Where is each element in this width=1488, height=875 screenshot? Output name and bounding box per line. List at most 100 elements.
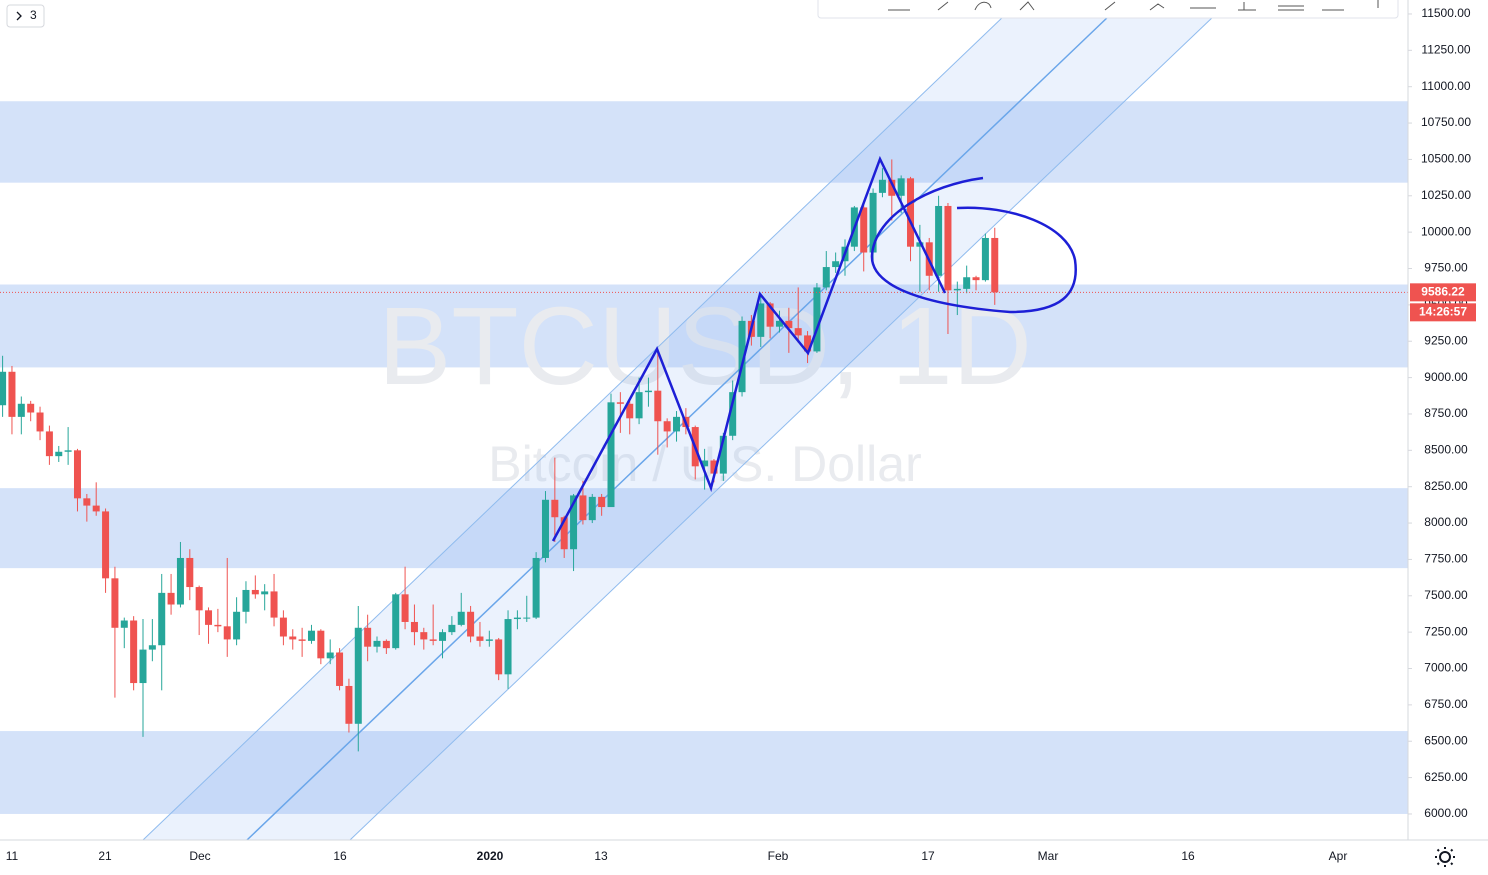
candle-body: [813, 287, 821, 352]
zigzag-drawing: [551, 155, 947, 542]
candle-body: [195, 587, 203, 611]
candle-body: [205, 610, 213, 625]
candle-body: [626, 403, 634, 419]
price-zone: [0, 284, 1408, 368]
y-tick-label: 10000.00: [1421, 224, 1471, 238]
candle-body: [766, 303, 774, 327]
candle-body: [701, 460, 709, 467]
gear: [1439, 851, 1451, 863]
candle-body: [635, 392, 643, 419]
candle-body: [439, 632, 447, 641]
candle-body: [233, 611, 241, 640]
candle-body: [804, 335, 812, 352]
candle-body: [420, 632, 428, 640]
candle-body: [757, 303, 765, 337]
candle-body: [167, 592, 175, 605]
candle-body: [869, 192, 877, 253]
candle-body: [944, 205, 952, 291]
candle-body: [336, 652, 344, 686]
channel-upper: [142, 14, 1006, 841]
candle-body: [822, 267, 830, 288]
indicator-toggle[interactable]: 3: [6, 4, 45, 28]
x-tick-label: 21: [98, 849, 112, 863]
x-tick-label: 16: [1181, 849, 1195, 863]
toolbar[interactable]: [817, 0, 1399, 19]
candle-body: [485, 639, 493, 641]
y-tick-label: 6000.00: [1424, 806, 1468, 820]
candle-body: [860, 207, 868, 253]
x-tick-label: Apr: [1329, 849, 1348, 863]
candle-body: [972, 277, 980, 281]
candle-body: [8, 371, 16, 417]
candle-body: [92, 505, 100, 512]
candle-body: [55, 451, 63, 457]
candle-body: [364, 627, 372, 647]
candle-body: [261, 591, 269, 595]
candle-body: [673, 416, 681, 432]
watermark-title: BTCUSD, 1D: [378, 285, 1032, 408]
candle-body: [64, 450, 72, 452]
y-tick-label: 7500.00: [1424, 588, 1468, 602]
candle-body: [513, 617, 521, 620]
x-tick-label: 13: [594, 849, 608, 863]
y-tick-label: 11000.00: [1421, 79, 1470, 93]
candle-body: [532, 557, 540, 618]
x-tick-label: Feb: [768, 849, 789, 863]
candle-body: [963, 277, 971, 289]
candle-body: [176, 557, 184, 605]
candle-body: [888, 179, 896, 196]
candle-body: [467, 611, 475, 637]
candle-body: [878, 179, 886, 193]
candle-body: [251, 589, 259, 595]
candle-body: [541, 499, 549, 558]
y-tick-label: 8500.00: [1424, 442, 1468, 456]
candle-body: [832, 261, 840, 268]
candle-body: [588, 496, 596, 521]
candle-body: [45, 431, 53, 457]
y-tick-label: 11500.00: [1421, 6, 1470, 20]
x-tick-label: 11: [6, 849, 19, 863]
y-tick-label: 8250.00: [1424, 479, 1468, 493]
price-zone: [0, 488, 1408, 569]
candle-body: [130, 620, 138, 684]
indicator-toggle-bg: [6, 4, 45, 28]
candle-body: [373, 640, 381, 647]
candle-body: [523, 617, 531, 619]
candle-body: [242, 589, 250, 612]
price-zone: [0, 731, 1408, 814]
y-tick-label: 7000.00: [1424, 661, 1468, 675]
candle-body: [448, 624, 456, 633]
candle-body: [953, 288, 961, 291]
toolbar-icons: [888, 0, 1379, 11]
last-price-badge: [1410, 283, 1476, 302]
candle-body: [307, 630, 315, 641]
candle-body: [729, 392, 737, 436]
candle-body: [504, 619, 512, 675]
candle-body: [410, 621, 418, 633]
y-tick-label: 11250.00: [1421, 42, 1470, 56]
candle-body: [120, 620, 128, 628]
candle-body: [981, 237, 989, 281]
candle-body: [916, 242, 924, 247]
price-axis: [1408, 0, 1488, 875]
candle-body: [794, 328, 802, 336]
candle-body: [775, 320, 783, 327]
indicator-count: 3: [30, 8, 37, 22]
candle-body: [607, 402, 615, 508]
candle-body: [139, 649, 147, 684]
candle-body: [326, 652, 334, 659]
settings-button[interactable]: [1435, 847, 1455, 867]
toolbar-bg: [817, 0, 1399, 19]
candle-body: [429, 639, 437, 641]
candle-body: [897, 178, 905, 196]
candle-body: [317, 630, 325, 659]
candle-body: [401, 594, 409, 622]
x-tick-label: 2020: [477, 849, 504, 863]
candle-body: [289, 636, 297, 640]
candle-body: [719, 435, 727, 474]
candle-body: [616, 402, 624, 404]
x-tick-label: Mar: [1038, 849, 1059, 863]
candle-body: [214, 624, 222, 627]
y-tick-label: 10500.00: [1421, 152, 1471, 166]
candle-body: [0, 371, 7, 406]
